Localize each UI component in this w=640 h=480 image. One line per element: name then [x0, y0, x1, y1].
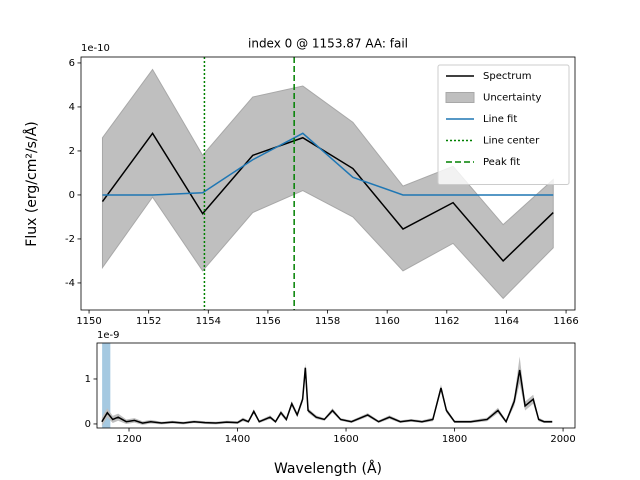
data-line [101, 367, 553, 424]
offset-label: 1e-10 [81, 43, 110, 54]
legend-label: Line center [483, 136, 540, 147]
x-tick-label: 1164 [494, 316, 519, 327]
data-line [102, 132, 554, 196]
x-tick-label: 1156 [255, 316, 280, 327]
uncertainty-band [101, 68, 554, 300]
y-tick-label: 2 [69, 146, 75, 157]
x-tick-label: 1160 [374, 316, 399, 327]
legend-swatch [445, 92, 475, 103]
y-tick-label: 4 [69, 102, 75, 113]
x-tick-label: 1800 [442, 434, 467, 445]
y-tick-label: -4 [65, 278, 75, 289]
y-tick-label: 1 [85, 374, 91, 385]
y-tick-label: 0 [85, 419, 91, 430]
legend-label: Uncertainty [483, 93, 542, 104]
highlight-span [102, 343, 111, 428]
plot-area [101, 57, 554, 310]
x-tick-label: 1162 [434, 316, 459, 327]
x-tick-label: 1152 [136, 316, 161, 327]
legend-label: Line fit [483, 114, 517, 125]
offset-label: 1e-9 [97, 330, 120, 341]
plot-area [101, 343, 553, 428]
y-tick-label: 6 [69, 58, 75, 69]
y-axis-label: Flux (erg/cm²/s/Å) [23, 121, 40, 246]
legend-label: Spectrum [483, 71, 531, 82]
x-tick-label: 1158 [315, 316, 340, 327]
legend-label: Peak fit [483, 157, 520, 168]
axes-frame [80, 56, 576, 311]
x-tick-label: 2000 [550, 434, 575, 445]
x-tick-label: 1200 [116, 434, 141, 445]
x-tick-label: 1150 [76, 316, 101, 327]
x-tick-label: 1400 [225, 434, 250, 445]
x-axis-label: Wavelength (Å) [274, 460, 382, 477]
y-tick-label: 0 [69, 190, 75, 201]
x-tick-label: 1600 [333, 434, 358, 445]
x-tick-label: 1154 [196, 316, 221, 327]
y-tick-label: -2 [65, 234, 75, 245]
chart-title: index 0 @ 1153.87 AA: fail [248, 37, 408, 51]
data-line [101, 132, 554, 263]
axes-frame [96, 342, 576, 429]
x-tick-label: 1166 [553, 316, 578, 327]
